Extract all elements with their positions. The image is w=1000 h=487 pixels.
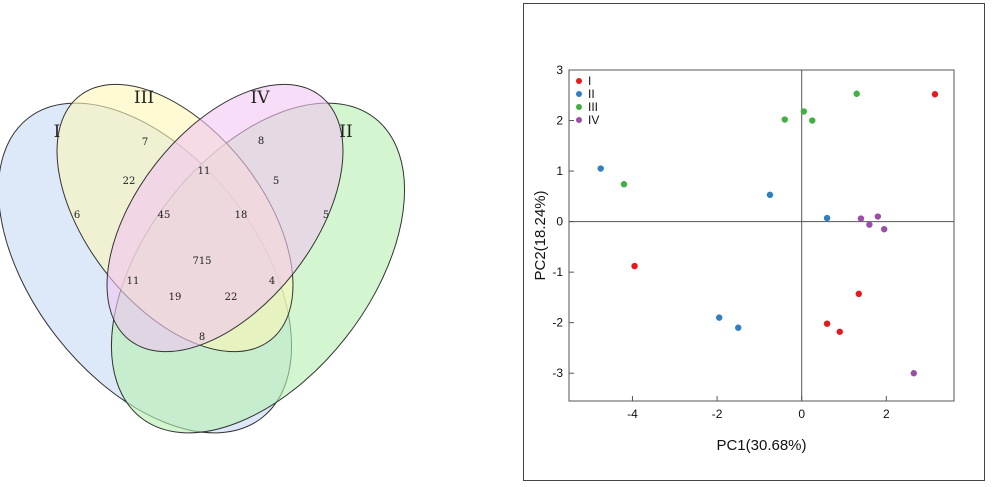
point-series-I xyxy=(631,262,638,270)
legend-marker-II xyxy=(576,91,582,97)
x-tick-label: 0 xyxy=(798,407,805,421)
point-series-III xyxy=(781,116,788,123)
venn-region-I: 6 xyxy=(74,210,80,221)
venn-region-III: 7 xyxy=(142,137,148,148)
point-series-II xyxy=(597,165,604,172)
venn-set-label-IV: IV xyxy=(251,88,271,108)
y-tick-label: 0 xyxy=(556,215,563,229)
venn-region-II&III: 4 xyxy=(269,276,275,287)
venn-region-I&IV: 11 xyxy=(127,276,140,287)
zero-lines xyxy=(569,70,954,401)
venn-set-IV xyxy=(106,83,344,353)
point-series-IV xyxy=(874,213,882,220)
axis-ticks: -4 -2 0 2 3 2 1 0 -1 -2 -3 xyxy=(552,63,890,421)
point-series-IV xyxy=(910,370,918,377)
point-series-II xyxy=(715,314,723,321)
venn-region-I&II: 8 xyxy=(199,332,205,343)
point-series-III xyxy=(853,90,860,97)
venn-region-II&III&IV: 18 xyxy=(235,210,248,221)
legend-marker-I xyxy=(576,78,582,84)
point-series-I xyxy=(855,290,863,298)
point-series-IV xyxy=(857,215,865,222)
point-series-IV xyxy=(880,225,888,233)
y-tick-label: 1 xyxy=(556,164,563,178)
point-series-III xyxy=(620,181,628,188)
legend-marker-IV xyxy=(576,117,582,123)
y-tick-label: -3 xyxy=(552,366,563,380)
y-tick-label: -1 xyxy=(552,265,563,279)
x-tick-label: -4 xyxy=(627,407,638,421)
venn-region-I&III: 22 xyxy=(123,176,136,187)
venn-set-label-II: II xyxy=(339,122,352,142)
legend-label-II: II xyxy=(588,87,595,101)
point-series-IV xyxy=(866,221,873,228)
venn-region-counts: 6 5 7 8 22 11 5 45 18 11 715 4 19 22 8 xyxy=(74,136,329,343)
venn-set-label-I: I xyxy=(54,122,61,142)
venn-region-II&IV: 5 xyxy=(273,176,279,187)
point-series-II xyxy=(823,214,831,222)
legend-label-IV: IV xyxy=(588,113,599,127)
venn-region-I&II&IV: 19 xyxy=(169,292,182,303)
y-tick-label: 3 xyxy=(556,63,563,77)
point-series-I xyxy=(823,320,831,327)
venn-set-label-III: III xyxy=(134,88,154,108)
y-axis-title: PC2(18.24%) xyxy=(532,190,549,280)
y-tick-label: -2 xyxy=(552,316,563,330)
point-series-III xyxy=(800,108,808,115)
point-series-II xyxy=(766,191,774,199)
x-axis-title: PC1(30.68%) xyxy=(716,437,806,454)
legend-label-I: I xyxy=(588,74,591,88)
plot-area xyxy=(568,69,955,402)
point-series-III xyxy=(809,117,816,124)
point-series-I xyxy=(836,328,843,335)
point-series-II xyxy=(735,324,742,331)
point-series-I xyxy=(931,91,939,98)
venn-region-I&III&IV: 45 xyxy=(158,210,171,221)
legend-label-III: III xyxy=(588,100,598,114)
venn-ellipses xyxy=(0,83,406,434)
legend-marker-III xyxy=(576,104,582,110)
data-points xyxy=(597,90,939,377)
y-tick-label: 2 xyxy=(556,114,563,128)
venn-region-III&IV: 11 xyxy=(198,166,211,177)
x-tick-label: 2 xyxy=(883,407,890,421)
venn-region-II: 5 xyxy=(323,210,329,221)
venn-region-I&II&III&IV: 715 xyxy=(192,256,211,267)
x-tick-label: -2 xyxy=(712,407,723,421)
venn-region-I&II&III: 22 xyxy=(225,292,238,303)
venn-region-IV: 8 xyxy=(258,136,264,147)
